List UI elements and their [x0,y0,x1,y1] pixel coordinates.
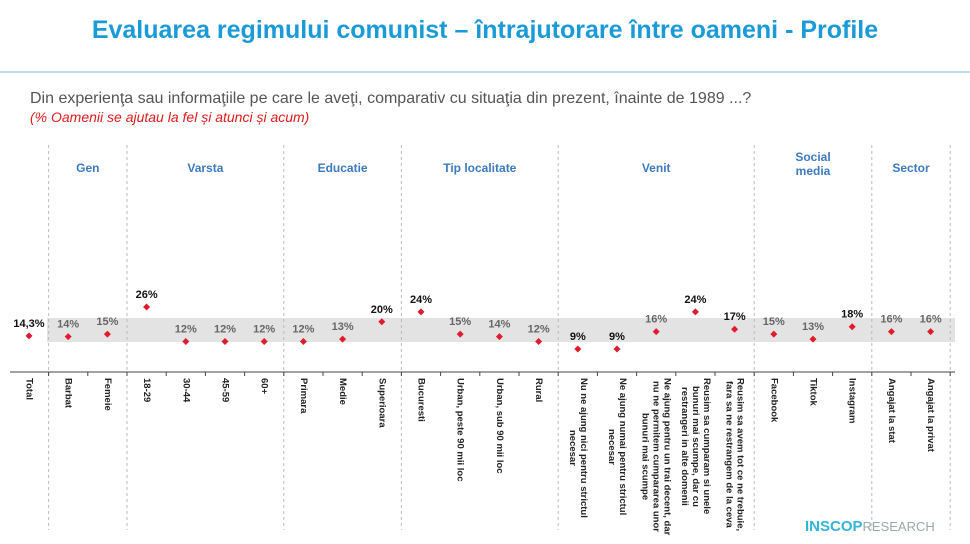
data-point [535,338,543,346]
data-point [574,345,582,353]
category-label: Ne ajung numai pentru strictul necesar [606,378,628,516]
category-label: Facebook [768,378,780,423]
data-label: 17% [724,311,746,323]
data-label: 9% [570,331,586,343]
group-label: Venit [641,161,671,175]
data-point [64,333,72,341]
data-label: 12% [253,324,275,336]
category-label: Primara [297,378,309,414]
data-point [691,308,699,316]
category-label: Femeie [101,378,113,411]
group-label: Tip localitate [443,161,517,175]
category-label: Angajat la stat [885,378,897,443]
category-label: Instagram [846,378,858,424]
data-point [378,318,386,326]
data-label: 12% [528,324,550,336]
data-point [731,325,739,333]
data-label: 24% [410,294,432,306]
data-point [770,330,778,338]
question-text: Din experienţa sau informaţiile pe care … [30,90,752,107]
data-label: 15% [449,316,471,328]
group-label: Gen [76,161,100,175]
data-label: 26% [136,289,158,301]
data-label: 14% [57,319,79,331]
category-label: Nu ne ajung nici pentru strictul necesar [566,378,589,518]
category-label: Rural [533,378,545,403]
data-point [652,328,660,336]
data-label: 12% [292,324,314,336]
category-label: Barbat [62,378,74,409]
data-point [927,328,935,336]
data-label: 15% [763,316,785,328]
category-label: Urban, sub 90 mii loc [493,378,505,474]
data-label: 16% [880,314,902,326]
category-label: 30-44 [180,378,192,403]
category-label: Angajat la privat [925,378,937,452]
category-label: Tiktok [807,378,819,406]
data-point [182,338,190,346]
category-label: Reusim sa cumparam si unele bunuri mai sc… [678,378,712,515]
slide-title: Evaluarea regimului comunist – întrajuto… [91,16,879,44]
data-label: 12% [175,324,197,336]
data-point [495,333,503,341]
group-label: Educatie [317,161,368,175]
data-label: 13% [332,321,354,333]
data-point [417,308,425,316]
data-point [299,338,307,346]
category-label: Ne ajung pentru un trai decent, dar nu ne… [639,378,673,536]
group-label: Varsta [187,161,224,175]
title-divider [0,71,970,73]
data-label: 24% [684,294,706,306]
category-label: 45-59 [219,378,231,403]
data-point [221,338,229,346]
data-label: 16% [645,314,667,326]
data-point [809,335,817,343]
data-point [103,330,111,338]
category-label: 60+ [258,378,270,395]
group-label: Social media [795,150,831,178]
data-label: 14% [488,319,510,331]
data-point [25,332,33,340]
category-label: Bucuresti [415,378,427,422]
inscop-logo: INSCOPRESEARCH [805,518,935,535]
data-point [456,330,464,338]
data-point [887,328,895,336]
category-label: Total [23,378,35,400]
category-label: Medie [337,378,349,405]
data-label: 20% [371,304,393,316]
data-point [848,323,856,331]
category-label: Urban, peste 90 mii loc [454,378,466,482]
data-point [143,303,151,311]
data-point [613,345,621,353]
category-label: Reusim sa avem tot ce ne trebuie, fara sa… [723,378,746,532]
data-label: 15% [96,316,118,328]
category-label: 18-29 [141,378,153,403]
data-label: 18% [841,309,863,321]
group-label: Sector [892,161,930,175]
data-label: 13% [802,321,824,333]
data-label: 16% [920,314,942,326]
chart-note: (% Oamenii se ajutau la fel și atunci și… [30,109,310,125]
category-label: Superioara [376,378,388,428]
data-point [260,338,268,346]
data-label: 9% [609,331,625,343]
data-point [339,335,347,343]
data-label: 12% [214,324,236,336]
data-label: 14,3% [13,318,44,330]
